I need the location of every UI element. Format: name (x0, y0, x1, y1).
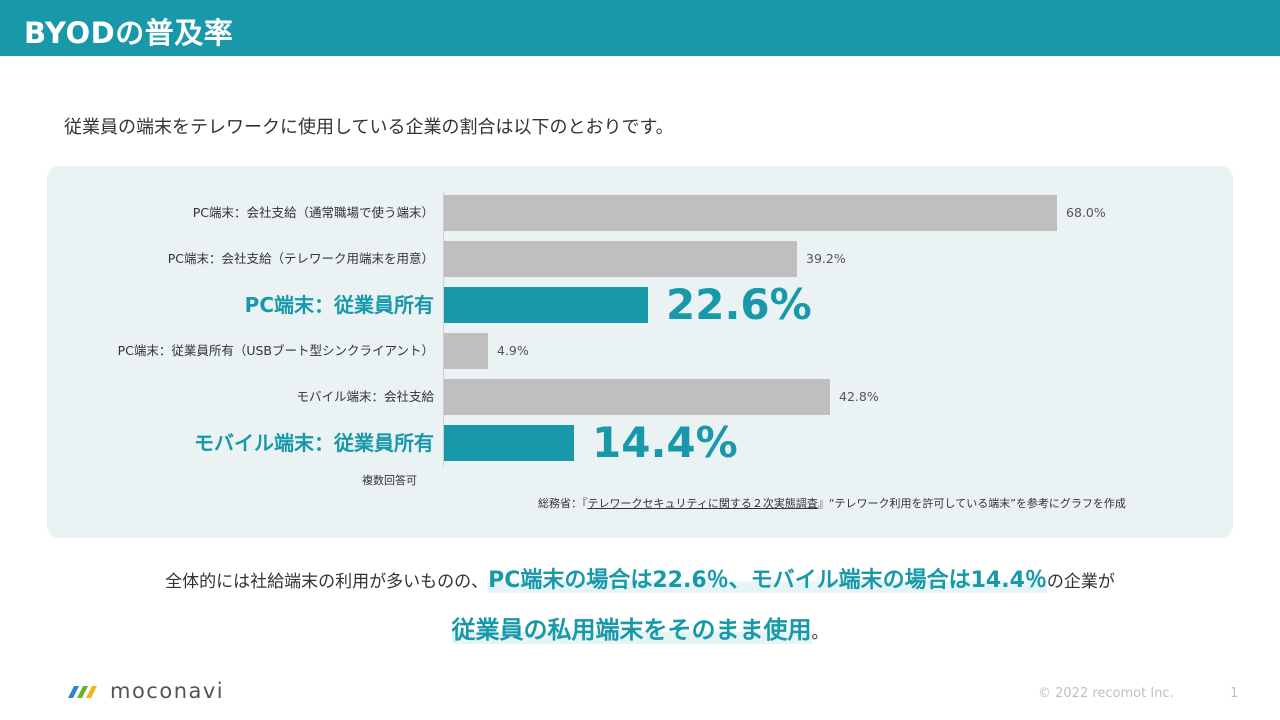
bar (444, 425, 574, 461)
value-label: 42.8% (839, 389, 879, 404)
category-label: PC端末：従業員所有（USBブート型シンクライアント） (117, 343, 434, 358)
bar (444, 379, 830, 415)
intro-text: 従業員の端末をテレワークに使用している企業の割合は以下のとおりです。 (64, 117, 674, 138)
category-label: PC端末：従業員所有 (244, 293, 434, 317)
value-label: 14.4% (592, 418, 738, 467)
page-title: BYODの普及率 (24, 16, 234, 50)
category-label: PC端末：会社支給（通常職場で使う端末） (192, 205, 434, 220)
source-link[interactable]: テレワークセキュリティに関する２次実態調査 (587, 497, 818, 510)
page-number: 1 (1230, 686, 1239, 701)
summary-line1-emphasis: PC端末の場合は22.6％、モバイル端末の場合は14.4％ (488, 568, 1047, 593)
chart-axis-line (443, 191, 444, 467)
bar (444, 195, 1057, 231)
value-label: 68.0% (1066, 205, 1106, 220)
logo-mark-icon (68, 686, 97, 698)
multi-answer-note: 複数回答可 (362, 474, 417, 487)
summary-line1-pre: 全体的には社給端末の利用が多いものの、 (165, 572, 489, 592)
summary-line-2: 従業員の私用端末をそのまま使用。 (0, 610, 1280, 645)
summary-line-1: 全体的には社給端末の利用が多いものの、PC端末の場合は22.6％、モバイル端末の… (0, 562, 1280, 594)
bar (444, 287, 648, 323)
summary-line2-emphasis: 従業員の私用端末をそのまま使用 (451, 616, 812, 644)
value-label: 22.6% (666, 280, 812, 329)
category-label: モバイル端末：会社支給 (296, 389, 434, 404)
source-suffix: 』“テレワーク利用を許可している端末”を参考にグラフを作成 (817, 497, 1126, 510)
category-label: PC端末：会社支給（テレワーク用端末を用意） (167, 251, 434, 266)
source-prefix: 総務省：『 (538, 497, 588, 510)
summary-line2-post: 。 (811, 623, 829, 643)
bar (444, 241, 797, 277)
summary-line1-post: の企業が (1046, 572, 1115, 592)
source-note: 総務省：『テレワークセキュリティに関する２次実態調査』“テレワーク利用を許可して… (538, 495, 1126, 511)
value-label: 4.9% (497, 343, 529, 358)
title-bar: BYODの普及率 (0, 0, 1280, 56)
logo-text: moconavi (110, 679, 225, 703)
bar (444, 333, 488, 369)
category-label: モバイル端末：従業員所有 (194, 431, 434, 455)
moconavi-logo: moconavi (66, 679, 224, 703)
value-label: 39.2% (806, 251, 846, 266)
copyright: © 2022 recomot Inc. (1038, 686, 1174, 701)
